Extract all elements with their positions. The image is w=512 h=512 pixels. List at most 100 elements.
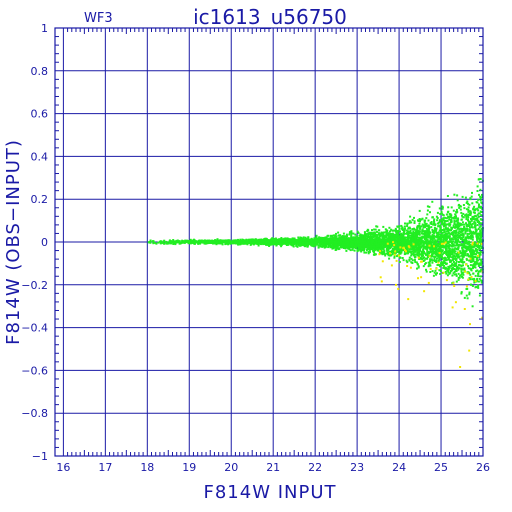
scatter-point <box>438 219 441 222</box>
scatter-point <box>270 243 273 246</box>
scatter-point <box>455 230 458 233</box>
scatter-point <box>446 274 449 277</box>
scatter-point <box>469 236 472 239</box>
scatter-point <box>479 237 482 240</box>
scatter-point <box>388 244 391 246</box>
scatter-point <box>459 244 462 247</box>
scatter-point <box>466 232 469 235</box>
scatter-point <box>402 234 405 237</box>
scatter-point <box>410 253 413 256</box>
scatter-point <box>465 250 468 253</box>
scatter-point <box>351 245 354 248</box>
scatter-point <box>359 248 362 251</box>
scatter-point <box>464 196 467 199</box>
scatter-point <box>415 240 418 243</box>
scatter-point <box>480 258 482 261</box>
scatter-point <box>459 205 462 208</box>
scatter-point <box>480 211 483 213</box>
scatter-point <box>480 260 483 263</box>
scatter-point <box>395 243 398 246</box>
scatter-point <box>465 216 468 218</box>
scatter-points <box>147 178 484 368</box>
scatter-point <box>306 238 309 241</box>
scatter-point <box>366 230 369 233</box>
scatter-point <box>460 260 462 263</box>
scatter-point <box>320 241 323 244</box>
scatter-point <box>401 229 404 231</box>
scatter-point <box>480 214 483 217</box>
scatter-point <box>388 233 391 236</box>
scatter-point <box>368 251 371 254</box>
scatter-point <box>267 243 270 246</box>
scatter-point <box>428 205 431 208</box>
scatter-point <box>439 239 442 242</box>
scatter-point <box>442 223 444 226</box>
scatter-point <box>471 232 474 235</box>
scatter-point <box>414 231 417 234</box>
scatter-point <box>382 251 384 254</box>
scatter-point <box>478 241 481 244</box>
scatter-point <box>451 252 454 255</box>
scatter-point <box>452 209 455 212</box>
scatter-point <box>383 238 386 240</box>
scatter-point <box>373 232 376 235</box>
scatter-point <box>427 250 430 253</box>
scatter-point <box>328 239 331 241</box>
scatter-point <box>453 220 456 222</box>
scatter-point <box>445 244 448 247</box>
scatter-point <box>157 241 160 244</box>
scatter-point <box>441 256 444 259</box>
scatter-point <box>404 241 407 244</box>
scatter-point <box>268 245 271 247</box>
scatter-point <box>429 245 431 248</box>
scatter-point <box>371 229 373 232</box>
scatter-point <box>297 236 300 239</box>
scatter-point <box>328 237 331 240</box>
scatter-point <box>275 243 278 246</box>
scatter-point <box>398 225 401 228</box>
scatter-point <box>203 242 206 245</box>
scatter-point <box>435 244 438 247</box>
scatter-point <box>438 254 441 257</box>
scatter-point <box>467 218 469 221</box>
scatter-point <box>478 226 481 229</box>
scatter-point <box>183 241 186 244</box>
scatter-point <box>400 227 403 230</box>
scatter-point <box>329 246 332 249</box>
scatter-point <box>474 218 476 221</box>
scatter-point <box>365 241 368 244</box>
scatter-point <box>467 265 470 268</box>
scatter-point <box>434 229 437 232</box>
scatter-point <box>454 247 457 250</box>
scatter-point <box>390 228 393 231</box>
scatter-point <box>428 243 431 246</box>
scatter-point <box>456 199 459 202</box>
scatter-point <box>417 266 420 269</box>
scatter-point <box>427 229 430 232</box>
scatter-point <box>437 231 440 234</box>
scatter-point <box>440 235 443 238</box>
scatter-point <box>172 243 175 245</box>
scatter-point <box>462 216 465 219</box>
scatter-point <box>467 206 470 209</box>
scatter-point <box>369 235 372 237</box>
scatter-point <box>349 231 351 234</box>
scatter-point <box>356 230 359 233</box>
scatter-point <box>404 222 406 225</box>
scatter-point <box>179 241 182 244</box>
scatter-point <box>448 232 451 235</box>
scatter-point <box>450 232 453 235</box>
scatter-point <box>474 222 477 225</box>
scatter-point <box>370 244 373 247</box>
scatter-point <box>455 208 458 211</box>
scatter-point <box>479 245 481 247</box>
scatter-point <box>377 233 380 236</box>
scatter-point <box>425 246 428 249</box>
scatter-point <box>469 234 472 237</box>
scatter-point <box>366 228 369 231</box>
scatter-point <box>274 238 276 241</box>
scatter-point <box>444 261 447 264</box>
scatter-point <box>443 231 446 233</box>
scatter-point <box>479 197 482 199</box>
